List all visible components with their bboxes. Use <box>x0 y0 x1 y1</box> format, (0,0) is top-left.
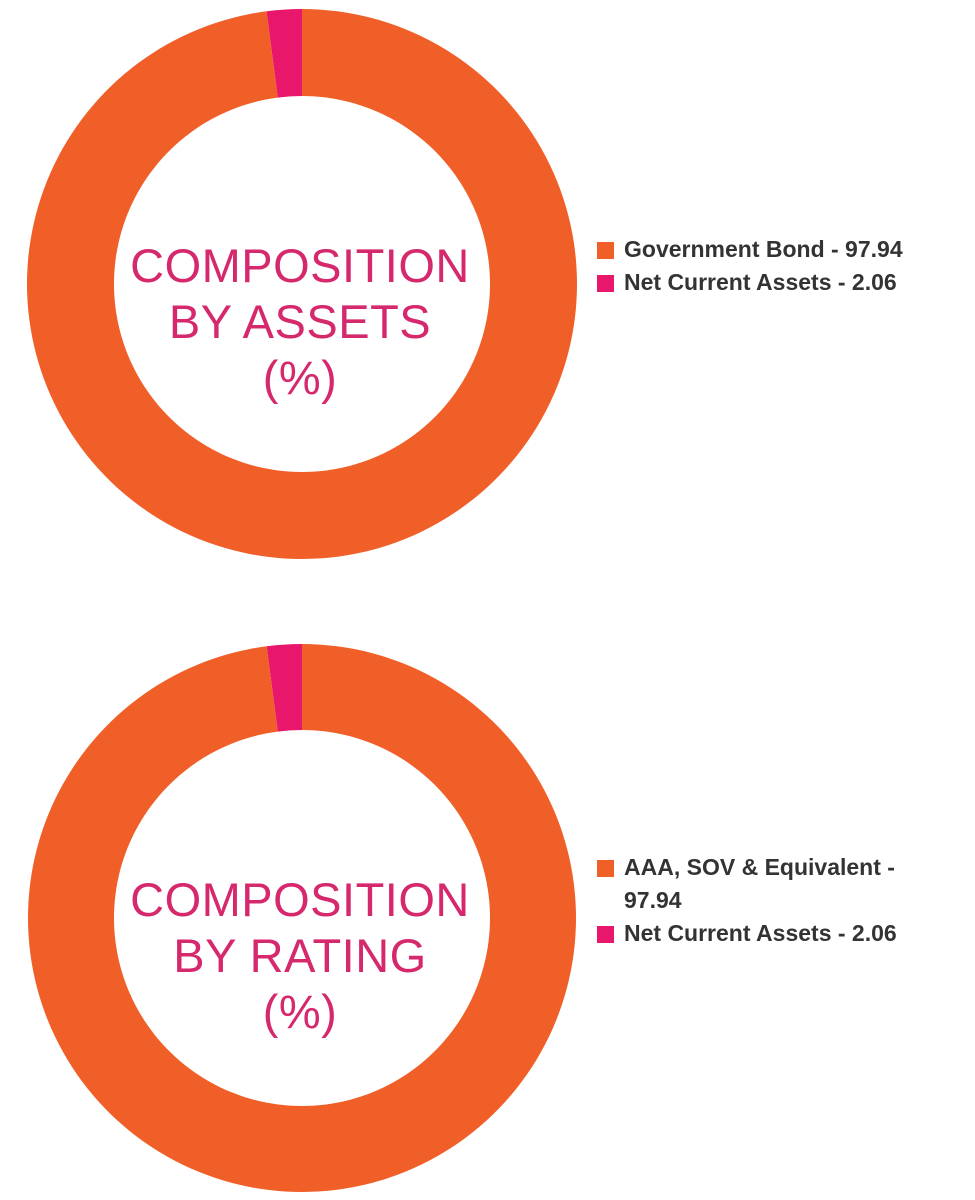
legend-label: Net Current Assets - 2.06 <box>624 269 897 295</box>
legend-label: AAA, SOV & Equivalent - 97.94 <box>624 854 895 913</box>
donut-slice-primary <box>27 644 576 1192</box>
legend-swatch <box>597 860 614 877</box>
assets-title-line-3: (%) <box>262 351 338 404</box>
assets-title-line-1: COMPOSITION <box>130 239 470 292</box>
rating-title-line-3: (%) <box>262 985 338 1038</box>
rating-legend: AAA, SOV & Equivalent - 97.94 Net Curren… <box>597 851 947 950</box>
rating-legend-item-aaa-sov: AAA, SOV & Equivalent - 97.94 <box>597 851 947 917</box>
assets-chart-title: COMPOSITION BY ASSETS (%) <box>0 238 600 406</box>
assets-legend: Government Bond - 97.94 Net Current Asse… <box>597 233 957 299</box>
assets-chart: COMPOSITION BY ASSETS (%) Government Bon… <box>0 0 975 560</box>
donut-slice-net-current-assets <box>266 9 302 98</box>
assets-title-line-2: BY ASSETS <box>168 295 432 348</box>
legend-swatch <box>597 242 614 259</box>
assets-legend-item-government-bond: Government Bond - 97.94 <box>597 233 957 266</box>
rating-chart: COMPOSITION BY RATING (%) AAA, SOV & Equ… <box>0 640 975 1200</box>
assets-donut-chart <box>27 9 578 559</box>
legend-swatch <box>597 275 614 292</box>
rating-chart-title: COMPOSITION BY RATING (%) <box>0 872 600 1040</box>
legend-label: Government Bond - 97.94 <box>624 236 903 262</box>
rating-donut-chart <box>27 644 576 1192</box>
legend-label: Net Current Assets - 2.06 <box>624 920 897 946</box>
donut-slice-net-current-assets <box>266 644 302 732</box>
donut-slice-primary <box>27 9 578 559</box>
assets-legend-item-net-current-assets: Net Current Assets - 2.06 <box>597 266 957 299</box>
rating-title-line-2: BY RATING <box>173 929 427 982</box>
legend-swatch <box>597 926 614 943</box>
rating-legend-item-net-current-assets: Net Current Assets - 2.06 <box>597 917 947 950</box>
rating-title-line-1: COMPOSITION <box>130 873 470 926</box>
